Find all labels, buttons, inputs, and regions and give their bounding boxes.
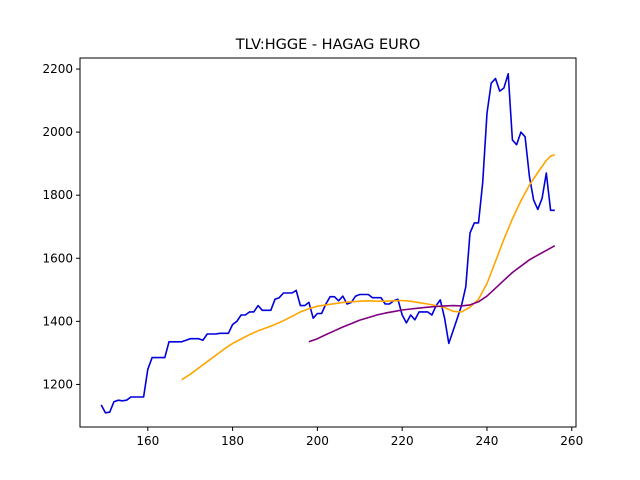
y-tick-label: 1400 xyxy=(42,314,73,328)
series-line-2 xyxy=(181,154,556,381)
plot-area xyxy=(100,73,556,414)
x-tick-label: 240 xyxy=(476,434,499,448)
x-tick-label: 220 xyxy=(391,434,414,448)
y-tick-label: 1600 xyxy=(42,251,73,265)
y-tick-label: 2200 xyxy=(42,62,73,76)
y-tick-label: 1800 xyxy=(42,188,73,202)
x-tick-label: 200 xyxy=(306,434,329,448)
chart-title: TLV:HGGE - HAGAG EURO xyxy=(235,37,421,53)
x-tick-label: 160 xyxy=(136,434,159,448)
x-tick-label: 260 xyxy=(560,434,583,448)
axes-frame xyxy=(79,57,577,428)
y-tick-label: 2000 xyxy=(42,125,73,139)
x-axis: 160 180 200 220 240 260 xyxy=(136,427,583,448)
y-axis: 1200 1400 1600 1800 2000 2200 xyxy=(42,62,80,391)
series-line-3 xyxy=(308,244,556,343)
x-tick-label: 180 xyxy=(221,434,244,448)
y-tick-label: 1200 xyxy=(42,377,73,391)
series-line-1 xyxy=(100,73,555,414)
